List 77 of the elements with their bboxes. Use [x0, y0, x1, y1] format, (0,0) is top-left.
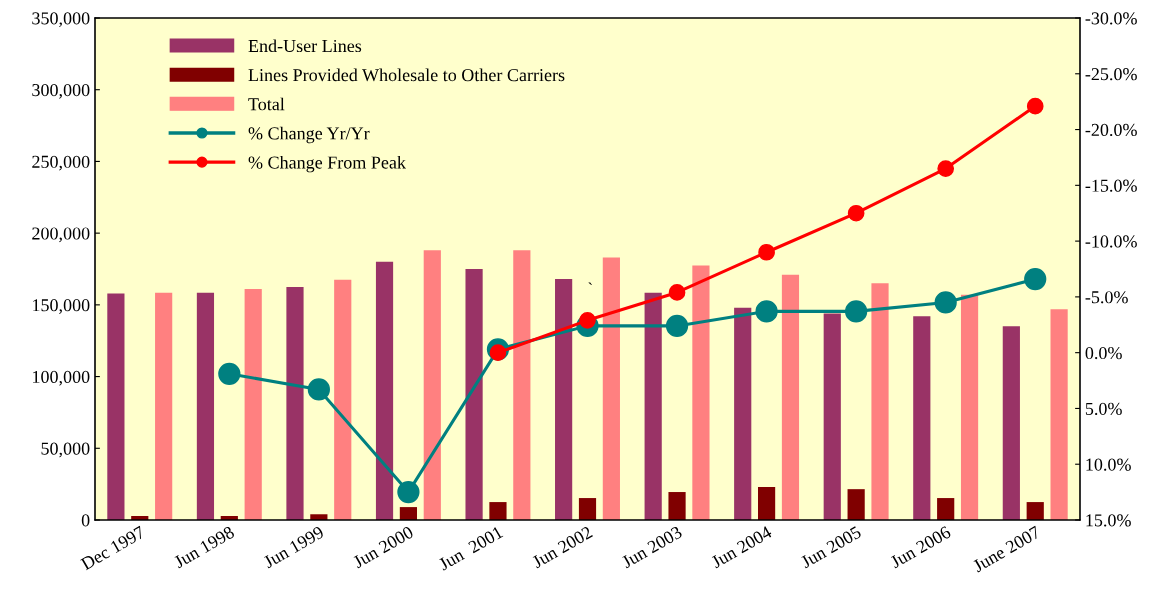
- y2-tick-label: 0.0%: [1085, 346, 1122, 360]
- point: [758, 243, 775, 261]
- legend-label: Lines Provided Wholesale to Other Carriers: [248, 68, 565, 82]
- point: [1024, 267, 1047, 291]
- bar: [847, 489, 865, 520]
- point: [397, 480, 420, 504]
- y-tick-label: 0: [81, 514, 90, 527]
- y2-tick-label: 15.0%: [1086, 514, 1131, 527]
- bar: [1050, 309, 1068, 520]
- bar: [1026, 502, 1044, 520]
- bar: [823, 313, 841, 520]
- x-tick-label: Jun 2000: [352, 525, 415, 569]
- y-tick-label: 100,000: [33, 370, 90, 386]
- bar: [513, 250, 531, 520]
- bar: [960, 294, 979, 520]
- bar: [937, 498, 955, 520]
- legend-label: End-User Lines: [248, 39, 362, 53]
- bar: [555, 279, 573, 520]
- bar: [781, 274, 800, 520]
- y2-tick-label: -20.0%: [1085, 123, 1137, 137]
- bar: [578, 498, 597, 520]
- y2-tick-label: -15.0%: [1085, 179, 1137, 192]
- bar: [465, 269, 483, 520]
- y2-tick-label: 10.0%: [1086, 458, 1131, 471]
- bar: [602, 257, 620, 520]
- x-tick-label: June 2007: [971, 525, 1042, 573]
- legend-label: Total: [248, 97, 285, 111]
- x-tick-label: Jun 1998: [173, 525, 236, 569]
- y-tick-label: 200,000: [32, 227, 90, 243]
- point: [218, 362, 241, 385]
- bar: [644, 292, 662, 520]
- legend-label: % Change From Peak: [248, 155, 406, 173]
- y2-tick-label: -25.0%: [1085, 68, 1137, 81]
- bar: [244, 289, 262, 520]
- bar: [107, 293, 125, 520]
- x-tick-label: Jun 2001: [437, 525, 504, 571]
- x-tick-label: Jun 2004: [710, 525, 773, 569]
- point: [755, 300, 778, 323]
- x-tick-label: Jun 2005: [799, 525, 862, 569]
- y-tick-label: 350,000: [32, 12, 90, 28]
- bar: [334, 279, 352, 520]
- legend-label: % Change Yr/Yr: [248, 126, 370, 144]
- point: [307, 378, 330, 401]
- bar: [196, 292, 215, 520]
- bar: [734, 307, 752, 520]
- bar: [871, 283, 889, 520]
- y-tick-label: 300,000: [32, 83, 90, 99]
- annotation: `: [588, 282, 592, 285]
- y2-tick-label: 5.0%: [1085, 402, 1122, 415]
- bar: [423, 250, 441, 520]
- bar: [757, 487, 776, 520]
- point: [668, 284, 686, 301]
- y-tick-label: 150,000: [33, 299, 90, 314]
- point: [937, 160, 955, 177]
- y-tick-label: 250,000: [32, 155, 90, 171]
- point: [934, 291, 957, 314]
- bar: [668, 492, 686, 520]
- bar: [375, 261, 394, 520]
- bar: [489, 502, 507, 520]
- bar: [1002, 326, 1020, 520]
- bar: [692, 265, 710, 520]
- bar: [399, 507, 418, 520]
- y-tick-label: 50,000: [41, 442, 90, 458]
- x-tick-label: Jun 2003: [620, 525, 683, 569]
- y2-tick-label: -30.0%: [1085, 12, 1137, 25]
- x-tick-label: Jun 2006: [889, 525, 952, 569]
- x-tick-label: Jun 1999: [262, 525, 325, 569]
- point: [845, 300, 868, 323]
- y2-tick-label: -10.0%: [1085, 235, 1137, 248]
- bar: [286, 286, 304, 520]
- point: [847, 204, 865, 222]
- point: [1026, 97, 1044, 115]
- point: [665, 314, 689, 338]
- bar: [913, 316, 931, 520]
- y2-tick-label: -5.0%: [1085, 291, 1128, 304]
- bar: [155, 292, 173, 520]
- x-tick-label: Jun 2002: [531, 525, 593, 569]
